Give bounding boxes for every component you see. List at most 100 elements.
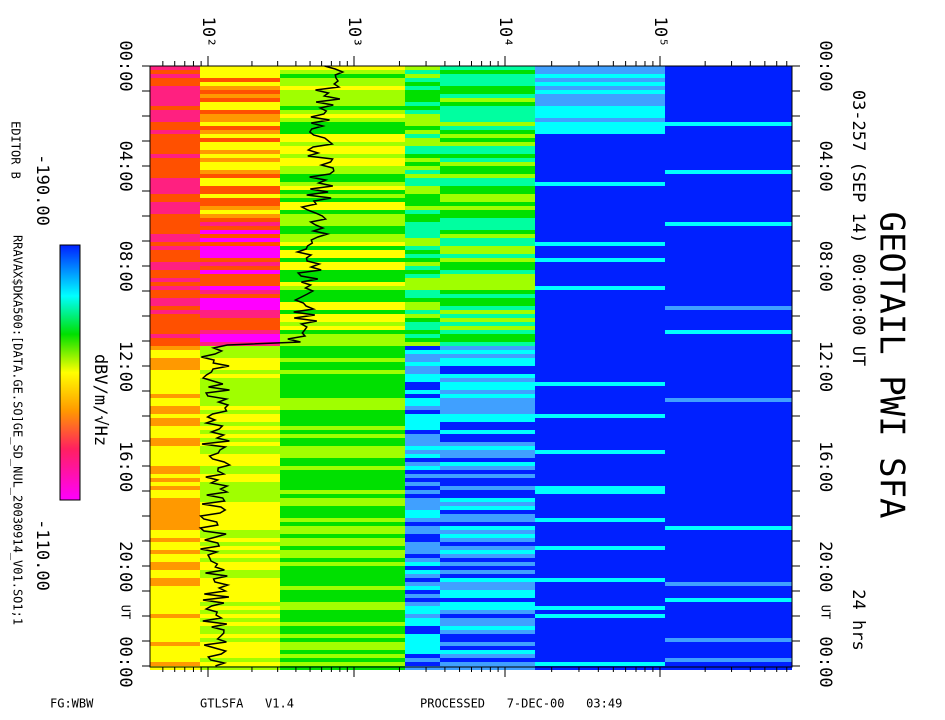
spectrogram-cell [405,102,440,106]
spectrogram-cell [200,98,280,102]
spectrogram-cell [200,398,280,402]
spectrogram-cell [440,302,535,306]
spectrogram-cell [440,134,535,138]
spectrogram-cell [665,390,792,394]
spectrogram-cell [200,246,280,250]
spectrogram-cell [535,242,665,246]
spectrogram-cell [405,198,440,202]
spectrogram-cell [405,298,440,302]
spectrogram-cell [440,442,535,446]
spectrogram-cell [150,334,200,338]
spectrogram-cell [535,290,665,294]
spectrogram-cell [535,146,665,150]
spectrogram-cell [535,94,665,98]
spectrogram-cell [405,242,440,246]
spectrogram-cell [280,214,405,218]
spectrogram-cell [440,298,535,302]
spectrogram-cell [535,370,665,374]
spectrogram-cell [665,86,792,90]
spectrogram-cell [150,578,200,582]
spectrogram-cell [440,450,535,454]
spectrogram-cell [440,278,535,282]
spectrogram-cell [150,618,200,622]
spectrogram-cell [535,430,665,434]
spectrogram-cell [280,554,405,558]
spectrogram-cell [440,514,535,518]
spectrogram-cell [405,518,440,522]
spectrogram-cell [405,78,440,82]
spectrogram-cell [665,322,792,326]
spectrogram-cell [280,282,405,286]
spectrogram-cell [200,438,280,442]
spectrogram-cell [440,310,535,314]
spectrogram-cell [535,470,665,474]
spectrogram-cell [535,634,665,638]
spectrogram-cell [440,654,535,658]
spectrogram-cell [405,554,440,558]
spectrogram-cell [535,74,665,78]
spectrogram-cell [440,246,535,250]
spectrogram-cell [405,94,440,98]
spectrogram-cell [665,574,792,578]
spectrogram-cell [280,598,405,602]
spectrogram-cell [280,298,405,302]
spectrogram-cell [280,586,405,590]
spectrogram-cell [665,94,792,98]
spectrogram-cell [535,434,665,438]
spectrogram-cell [280,162,405,166]
spectrogram-cell [150,238,200,242]
spectrogram-cell [280,226,405,230]
spectrogram-cell [405,414,440,418]
spectrogram-cell [200,166,280,170]
spectrogram-cell [280,538,405,542]
spectrogram-cell [665,474,792,478]
spectrogram-cell [405,526,440,530]
spectrogram-cell [440,78,535,82]
spectrogram-cell [665,182,792,186]
spectrogram-cell [665,302,792,306]
spectrogram-cell [440,462,535,466]
spectrogram-cell [440,90,535,94]
spectrogram-cell [200,302,280,306]
spectrogram-cell [405,502,440,506]
spectrogram-cell [200,554,280,558]
spectrogram-cell [150,470,200,474]
spectrogram-cell [150,222,200,226]
spectrogram-cell [200,258,280,262]
spectrogram-cell [405,258,440,262]
spectrogram-cell [535,362,665,366]
spectrogram-cell [665,422,792,426]
spectrogram-cell [150,482,200,486]
spectrogram-cell [440,314,535,318]
spectrogram-cell [280,254,405,258]
spectrogram-cell [665,202,792,206]
spectrogram-cell [200,510,280,514]
spectrogram-cell [280,550,405,554]
spectrogram-cell [665,334,792,338]
spectrogram-cell [535,522,665,526]
spectrogram-cell [665,262,792,266]
spectrogram-cell [200,550,280,554]
spectrogram-cell [200,450,280,454]
freq-label: 10⁵ [650,17,670,48]
spectrogram-cell [440,390,535,394]
spectrogram-cell [405,614,440,618]
spectrogram-cell [665,630,792,634]
spectrogram-cell [665,174,792,178]
spectrogram-cell [150,202,200,206]
spectrogram-cell [440,350,535,354]
spectrogram-cell [280,242,405,246]
spectrogram-cell [535,166,665,170]
spectrogram-cell [665,526,792,530]
spectrogram-cell [280,502,405,506]
spectrogram-cell [665,162,792,166]
spectrogram-cell [665,638,792,642]
spectrogram-cell [405,402,440,406]
spectrogram-cell [440,170,535,174]
spectrogram-cell [440,86,535,90]
spectrogram-cell [535,602,665,606]
spectrogram-cell [200,162,280,166]
spectrogram-cell [200,590,280,594]
spectrogram-cell [535,222,665,226]
spectrogram-cell [665,358,792,362]
